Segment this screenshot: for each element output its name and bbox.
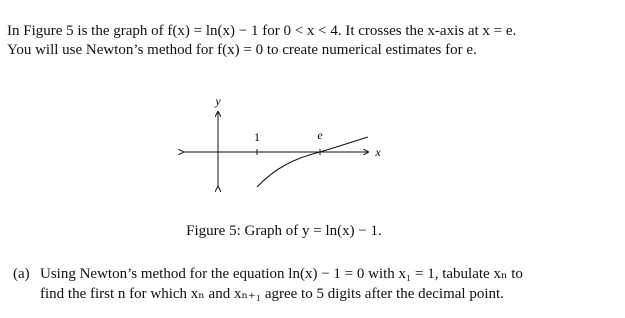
question-line: Using Newton’s method for the equation l… — [40, 266, 523, 282]
tick-label: 1 — [254, 130, 260, 144]
question-line: find the first n for which xₙ and xₙ₊₁ a… — [40, 286, 504, 302]
y-axis-label: y — [214, 94, 221, 108]
curve — [256, 136, 369, 188]
caption: Figure 5: Graph of y = ln(x) − 1. — [186, 223, 382, 239]
intro-line: You will use Newton’s method for f(x) = … — [7, 42, 477, 58]
question-marker: (a) — [13, 266, 30, 282]
root-label: e — [317, 128, 323, 142]
intro-line: In Figure 5 is the graph of f(x) = ln(x)… — [7, 23, 517, 39]
x-axis-label: x — [374, 145, 381, 159]
